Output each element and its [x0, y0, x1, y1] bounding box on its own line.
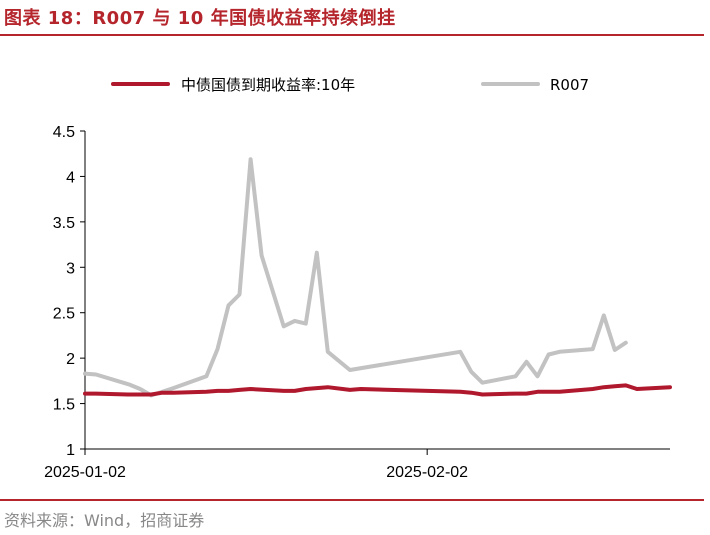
- source-note: 资料来源：Wind，招商证券: [4, 511, 205, 530]
- y-tick-label: 4: [66, 169, 75, 186]
- legend-label-bond-10y: 中债国债到期收益率:10年: [181, 76, 355, 94]
- footer-divider: [0, 499, 704, 501]
- y-tick-label: 3: [66, 260, 75, 277]
- series-layer: [83, 157, 672, 398]
- y-tick-label: 1.5: [53, 397, 75, 414]
- title-divider: [0, 34, 704, 36]
- y-tick-label: 3.5: [53, 215, 75, 232]
- series-line-bond-10y: [83, 383, 672, 397]
- legend-label-r007: R007: [550, 76, 589, 94]
- y-tick-label: 1: [66, 442, 75, 459]
- axes: 1 1.5 2 2.5 3 3.5 4 4.5 2025-01-02 2025-02-02: [44, 124, 670, 481]
- y-tick-label: 2: [66, 351, 75, 368]
- y-tick-label: 2.5: [53, 306, 75, 323]
- x-tick-label: 2025-01-02: [44, 464, 126, 481]
- series-line-r007: [83, 157, 628, 398]
- legend: 中债国债到期收益率:10年 R007: [111, 76, 589, 94]
- y-tick-label: 4.5: [53, 124, 75, 141]
- x-tick-label: 2025-02-02: [386, 464, 468, 481]
- chart-title: 图表 18：R007 与 10 年国债收益率持续倒挂: [4, 8, 396, 29]
